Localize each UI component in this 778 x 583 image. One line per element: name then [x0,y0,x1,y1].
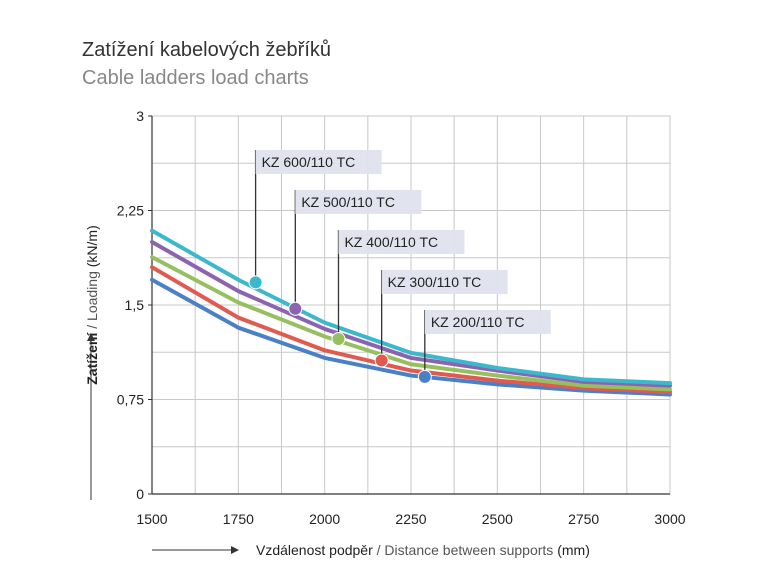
series-lines [150,228,672,397]
y-axis-title-en: / Loading [84,271,100,333]
y-tick-labels: 0 0,75 1,5 2,25 3 [117,108,152,502]
x-axis-title-en: / Distance between supports [373,542,554,558]
series-label: KZ 300/110 TC [388,274,482,290]
series-callout: KZ 500/110 TC [288,190,422,316]
x-tick-labels: 1500 1750 2000 2250 2500 2750 3000 [136,511,685,527]
series-label: KZ 500/110 TC [301,194,395,210]
series-line [150,265,672,394]
y-tick-label: 2,25 [117,203,144,219]
x-tick-label: 3000 [654,511,685,527]
chart-title: Zatížení kabelových žebříků [82,39,331,61]
series-marker [288,301,303,316]
series-callout: KZ 300/110 TC [374,270,508,368]
x-tick-label: 1750 [223,511,254,527]
series-line [150,277,672,397]
callout-label-box [255,150,382,174]
series-callout: KZ 600/110 TC [248,150,382,290]
series-marker [331,332,346,347]
series-callout: KZ 400/110 TC [331,230,465,347]
x-tick-label: 2250 [395,511,426,527]
y-axis-title-unit: (kN/m) [84,225,100,271]
callout-label-box [381,270,508,294]
series-label: KZ 600/110 TC [262,154,356,170]
y-tick-label: 3 [136,108,144,124]
x-axis-title: Vzdálenost podpěr / Distance between sup… [256,542,590,558]
x-tick-label: 1500 [136,511,167,527]
chart-subtitle: Cable ladders load charts [82,67,309,89]
callout-label-box [295,190,422,214]
series-marker [374,353,389,368]
callout-label-box [338,230,465,254]
x-tick-label: 2750 [568,511,599,527]
y-tick-label: 0 [136,486,144,502]
series-marker [248,275,263,290]
series-line [150,240,672,388]
series-label: KZ 200/110 TC [431,314,525,330]
y-tick-label: 0,75 [117,392,144,408]
series-callouts: KZ 600/110 TC KZ 500/110 TC KZ 400/110 TC K… [248,150,551,384]
series-callout: KZ 200/110 TC [417,310,551,384]
series-line [150,228,672,386]
x-axis-title-cz: Vzdálenost podpěr [256,542,373,558]
x-tick-label: 2500 [482,511,513,527]
y-tick-label: 1,5 [125,297,145,313]
series-line [150,255,672,392]
callout-label-box [424,310,551,334]
x-axis-title-unit: (mm) [553,542,590,558]
y-axis-title-cz: Zatížení [84,332,100,385]
x-tick-label: 2000 [309,511,340,527]
series-marker [417,369,432,384]
y-axis-title: Zatížení / Loading (kN/m) [84,225,100,385]
grid [152,116,670,494]
series-label: KZ 400/110 TC [344,234,438,250]
